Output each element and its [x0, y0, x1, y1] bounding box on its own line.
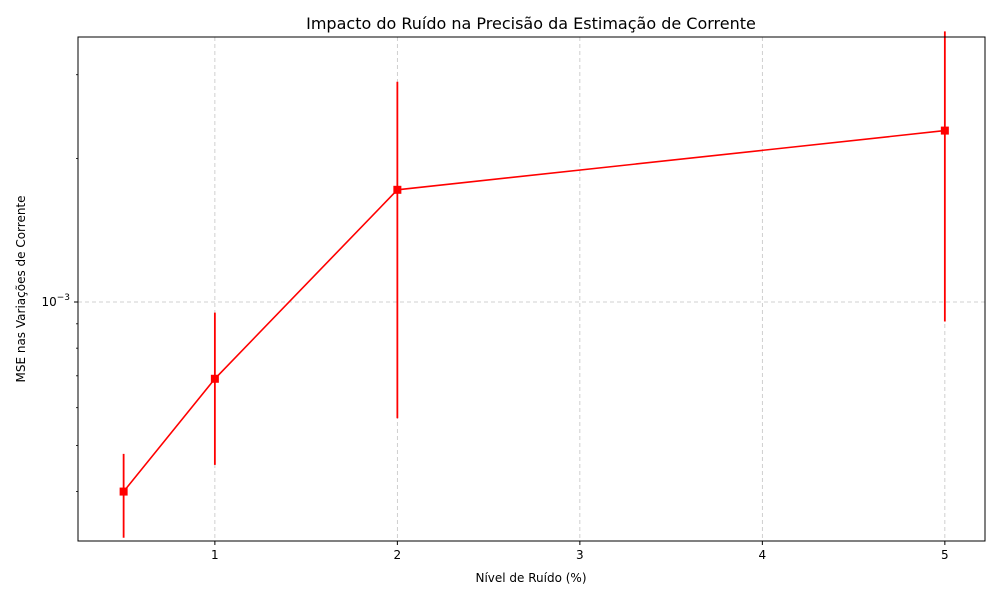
data-point-marker — [119, 487, 128, 496]
data-point-marker — [940, 126, 949, 135]
series — [119, 31, 949, 538]
x-tick-label: 3 — [576, 548, 584, 562]
x-tick-label: 4 — [759, 548, 767, 562]
y-tick-label-base: 10 — [41, 295, 56, 309]
series-line — [122, 129, 945, 493]
x-tick-label: 5 — [941, 548, 949, 562]
x-tick-label: 1 — [211, 548, 219, 562]
y-tick-label-exponent: −3 — [57, 293, 70, 303]
plot-frame — [77, 36, 986, 542]
y-tick-label: 10−3 — [41, 293, 70, 309]
data-point-marker — [210, 374, 219, 383]
x-tick-label: 2 — [394, 548, 402, 562]
chart-title: Impacto do Ruído na Precisão da Estimaçã… — [306, 14, 756, 33]
data-point-marker — [393, 185, 402, 194]
y-axis-label: MSE nas Variações de Corrente — [14, 195, 28, 382]
x-axis-label: Nível de Ruído (%) — [475, 571, 586, 585]
axis-ticks: 1 2 3 4 5 10−3 — [41, 74, 949, 562]
grid-lines — [78, 37, 985, 541]
